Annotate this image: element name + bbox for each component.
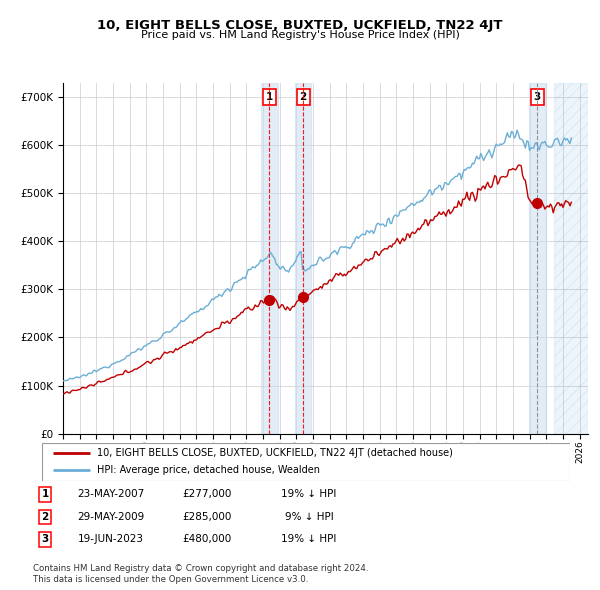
Text: £285,000: £285,000 [182,512,232,522]
Bar [261,83,278,434]
Text: HPI: Average price, detached house, Wealden: HPI: Average price, detached house, Weal… [97,466,320,476]
Text: 2: 2 [41,512,49,522]
Text: 2: 2 [299,92,307,102]
Text: £480,000: £480,000 [182,535,232,544]
Text: 19-JUN-2023: 19-JUN-2023 [78,535,144,544]
Text: 23-MAY-2007: 23-MAY-2007 [77,490,145,499]
Bar [529,83,545,434]
Text: 29-MAY-2009: 29-MAY-2009 [77,512,145,522]
Text: Contains HM Land Registry data © Crown copyright and database right 2024.: Contains HM Land Registry data © Crown c… [33,565,368,573]
Text: £277,000: £277,000 [182,490,232,499]
Text: 1: 1 [41,490,49,499]
Text: Price paid vs. HM Land Registry's House Price Index (HPI): Price paid vs. HM Land Registry's House … [140,30,460,40]
Text: 3: 3 [41,535,49,544]
Text: This data is licensed under the Open Government Licence v3.0.: This data is licensed under the Open Gov… [33,575,308,584]
Text: 1: 1 [266,92,273,102]
Text: 3: 3 [534,92,541,102]
Text: 19% ↓ HPI: 19% ↓ HPI [281,535,337,544]
Bar [554,83,588,434]
Text: 10, EIGHT BELLS CLOSE, BUXTED, UCKFIELD, TN22 4JT (detached house): 10, EIGHT BELLS CLOSE, BUXTED, UCKFIELD,… [97,448,454,458]
Bar [295,83,311,434]
Text: 19% ↓ HPI: 19% ↓ HPI [281,490,337,499]
Text: 10, EIGHT BELLS CLOSE, BUXTED, UCKFIELD, TN22 4JT: 10, EIGHT BELLS CLOSE, BUXTED, UCKFIELD,… [97,19,503,32]
Text: 9% ↓ HPI: 9% ↓ HPI [284,512,334,522]
